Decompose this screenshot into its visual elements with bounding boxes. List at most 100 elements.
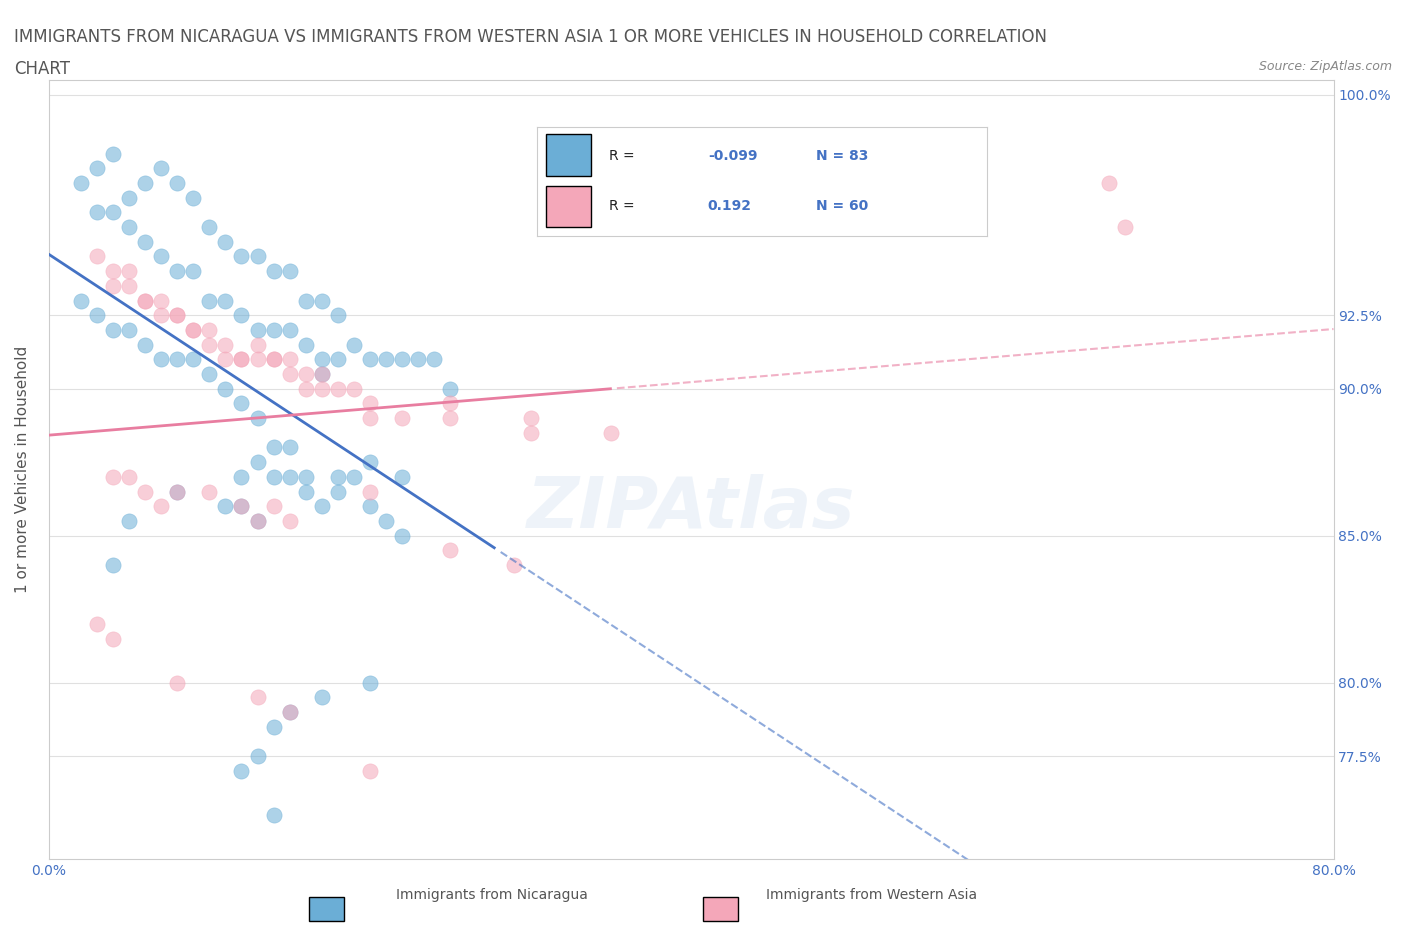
Point <box>134 338 156 352</box>
Point <box>343 381 366 396</box>
Text: Immigrants from Nicaragua: Immigrants from Nicaragua <box>396 888 588 902</box>
Point <box>166 352 188 366</box>
Point <box>166 675 188 690</box>
Point <box>166 308 188 323</box>
Point <box>86 617 108 631</box>
Point <box>263 264 285 279</box>
Point <box>246 513 269 528</box>
Point <box>231 352 253 366</box>
Point <box>359 396 381 411</box>
Point <box>519 411 541 426</box>
Point <box>439 411 461 426</box>
Point <box>246 411 269 426</box>
Point <box>263 719 285 734</box>
Point <box>359 411 381 426</box>
Point <box>134 293 156 308</box>
Point <box>118 470 141 485</box>
Point <box>294 381 316 396</box>
Point <box>86 205 108 219</box>
Point <box>599 425 621 440</box>
Point <box>134 234 156 249</box>
Point <box>294 485 316 499</box>
Point <box>263 352 285 366</box>
Point <box>278 470 301 485</box>
Point <box>406 352 429 366</box>
Text: ZIPAtlas: ZIPAtlas <box>527 474 855 543</box>
Point <box>278 705 301 720</box>
Point <box>231 498 253 513</box>
Point <box>1098 176 1121 191</box>
Point <box>86 308 108 323</box>
Point <box>326 381 349 396</box>
Point <box>231 308 253 323</box>
Point <box>246 513 269 528</box>
Point <box>101 278 124 293</box>
Point <box>86 161 108 176</box>
Point <box>246 323 269 338</box>
Y-axis label: 1 or more Vehicles in Household: 1 or more Vehicles in Household <box>15 346 30 593</box>
Point <box>439 543 461 558</box>
Point <box>263 807 285 822</box>
Point <box>166 485 188 499</box>
Point <box>391 352 413 366</box>
Point <box>214 498 236 513</box>
Text: IMMIGRANTS FROM NICARAGUA VS IMMIGRANTS FROM WESTERN ASIA 1 OR MORE VEHICLES IN : IMMIGRANTS FROM NICARAGUA VS IMMIGRANTS … <box>14 28 1047 46</box>
Point <box>311 293 333 308</box>
Point <box>326 470 349 485</box>
Point <box>101 146 124 161</box>
Point <box>198 293 221 308</box>
Point <box>359 764 381 778</box>
Point <box>150 308 173 323</box>
Point <box>359 352 381 366</box>
Point <box>231 498 253 513</box>
Point <box>198 366 221 381</box>
Point <box>214 381 236 396</box>
Point <box>278 323 301 338</box>
Point <box>246 249 269 264</box>
Point <box>391 470 413 485</box>
Point <box>214 338 236 352</box>
Point <box>181 264 204 279</box>
Point <box>311 498 333 513</box>
Point <box>294 293 316 308</box>
Point <box>439 381 461 396</box>
Point <box>231 764 253 778</box>
Point <box>1114 219 1136 234</box>
Point <box>311 366 333 381</box>
Point <box>278 705 301 720</box>
Point <box>150 161 173 176</box>
Point <box>375 352 398 366</box>
Point <box>101 323 124 338</box>
Point <box>294 470 316 485</box>
Point <box>166 264 188 279</box>
Point <box>246 690 269 705</box>
Point <box>214 234 236 249</box>
Point <box>134 176 156 191</box>
Point <box>311 352 333 366</box>
Point <box>391 411 413 426</box>
Point <box>375 513 398 528</box>
Point <box>101 631 124 646</box>
Point <box>101 264 124 279</box>
Point <box>311 690 333 705</box>
Point <box>181 352 204 366</box>
Point <box>263 323 285 338</box>
Point <box>359 485 381 499</box>
Point <box>359 675 381 690</box>
Text: Source: ZipAtlas.com: Source: ZipAtlas.com <box>1258 60 1392 73</box>
Point <box>118 278 141 293</box>
Point <box>70 293 93 308</box>
Point <box>359 498 381 513</box>
Point <box>166 308 188 323</box>
Point <box>198 485 221 499</box>
Point <box>198 219 221 234</box>
Point <box>263 352 285 366</box>
Point <box>198 338 221 352</box>
Text: Immigrants from Western Asia: Immigrants from Western Asia <box>766 888 977 902</box>
Point <box>150 498 173 513</box>
Point <box>231 396 253 411</box>
Point <box>311 381 333 396</box>
Point <box>246 338 269 352</box>
Point <box>166 485 188 499</box>
Point <box>150 249 173 264</box>
